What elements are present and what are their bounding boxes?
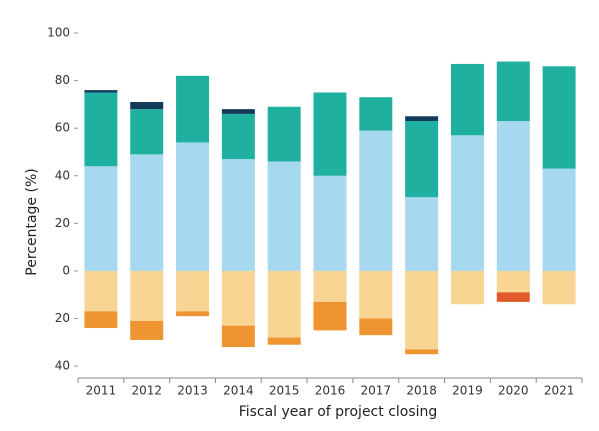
bar-segment: [130, 154, 164, 271]
x-tick-label: 2018: [406, 384, 437, 398]
bar-segment: [221, 325, 255, 348]
bar-segment: [221, 159, 255, 271]
bar-segment: [405, 349, 439, 355]
x-tick-label: 2013: [177, 384, 208, 398]
y-tick-label: 40: [55, 168, 70, 182]
y-tick-label: 100: [47, 26, 70, 40]
bar-segment: [221, 270, 255, 326]
bar-segment: [130, 102, 164, 110]
x-tick-label: 2020: [498, 384, 529, 398]
bar-segment: [84, 311, 118, 329]
bar-segment: [542, 66, 576, 169]
bar-segment: [450, 270, 484, 305]
bar-segment: [313, 301, 347, 331]
bar-segment: [313, 92, 347, 176]
bar-segment: [267, 161, 301, 271]
bar-segment: [496, 292, 530, 302]
bar-segment: [221, 113, 255, 160]
bar-segment: [176, 270, 210, 312]
bar-segment: [267, 106, 301, 162]
bar-segment: [496, 270, 530, 293]
y-axis-title: Percentage (%): [24, 168, 40, 275]
bar-segment: [359, 270, 393, 319]
bar-segment: [405, 116, 439, 122]
bar-segment: [542, 168, 576, 271]
bar-segment: [84, 270, 118, 312]
bar-segment: [405, 270, 439, 350]
bar-segment: [359, 97, 393, 131]
y-tick-label: 80: [55, 73, 70, 87]
x-tick-label: 2021: [544, 384, 575, 398]
bar-segment: [221, 109, 255, 114]
bar-segment: [84, 92, 118, 167]
x-tick-label: 2011: [86, 384, 117, 398]
bar-segment: [130, 109, 164, 155]
bar-segment: [359, 130, 393, 271]
bar-segment: [130, 270, 164, 321]
x-tick-label: 2014: [223, 384, 254, 398]
bar-segment: [176, 75, 210, 143]
bar-segment: [542, 270, 576, 305]
bar-segment: [84, 166, 118, 271]
bar-segment: [405, 197, 439, 271]
bar-segment: [359, 318, 393, 336]
y-tick-label: 20: [55, 216, 70, 230]
y-tick-label: 40: [55, 359, 70, 373]
x-tick-label: 2017: [361, 384, 392, 398]
y-tick-label: 0: [62, 263, 70, 277]
bar-segment: [84, 90, 118, 93]
x-tick-label: 2019: [452, 384, 483, 398]
bar-segment: [496, 61, 530, 122]
x-tick-label: 2016: [315, 384, 346, 398]
bar-segment: [313, 175, 347, 271]
bar-segment: [130, 320, 164, 340]
bar-segment: [405, 121, 439, 198]
bar-segment: [313, 270, 347, 302]
y-tick-label: 60: [55, 121, 70, 135]
x-axis-title: Fiscal year of project closing: [239, 404, 438, 420]
bar-segment: [267, 337, 301, 345]
bar-segment: [176, 311, 210, 317]
x-tick-label: 2012: [131, 384, 162, 398]
bar-segment: [176, 142, 210, 271]
y-tick-label: 20: [55, 311, 70, 325]
bar-segment: [496, 121, 530, 271]
bar-segment: [450, 135, 484, 271]
bar-segment: [450, 63, 484, 136]
x-tick-label: 2015: [269, 384, 300, 398]
bar-segment: [267, 270, 301, 338]
